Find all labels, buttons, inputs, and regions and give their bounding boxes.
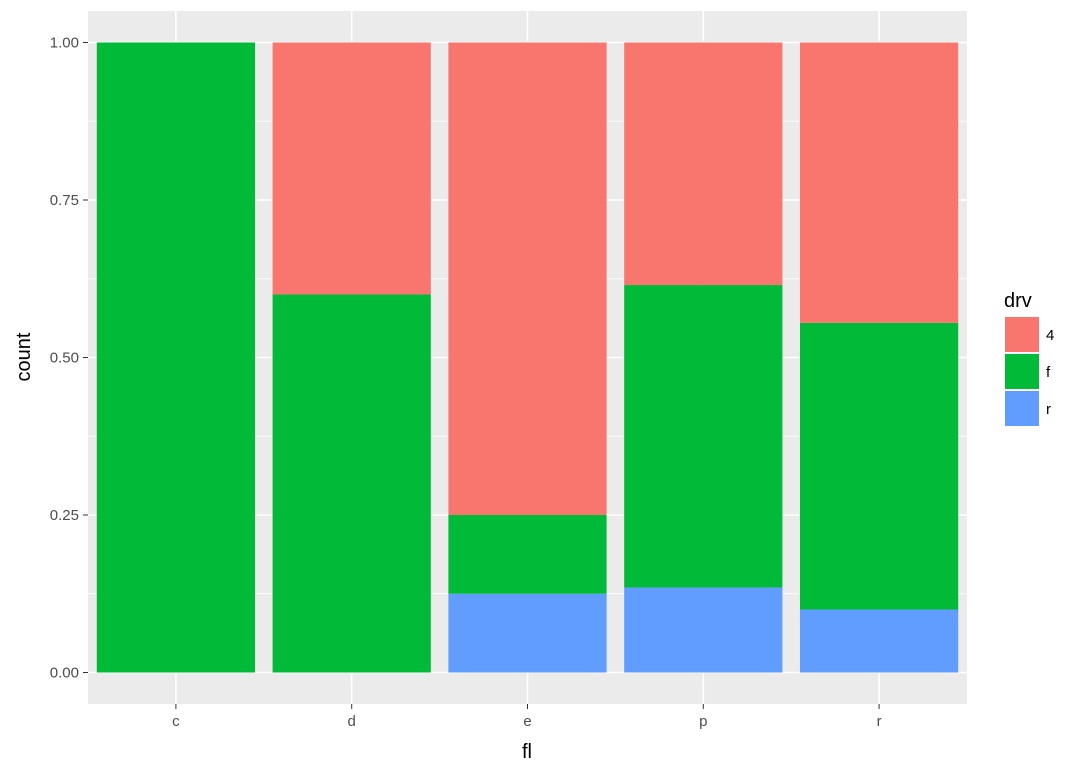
y-tick-label: 0.00 xyxy=(50,665,79,682)
y-tick-label: 0.25 xyxy=(50,507,79,524)
bar-c-f xyxy=(96,42,256,673)
bar-p-4 xyxy=(624,42,783,286)
legend-key-r xyxy=(1005,391,1039,426)
legend: drv 4 f r xyxy=(1004,290,1054,426)
bar-e-r xyxy=(448,593,607,673)
legend-title: drv xyxy=(1004,290,1032,312)
y-tick-label: 0.75 xyxy=(50,192,79,209)
x-tick-label: c xyxy=(172,713,180,730)
y-tick-label: 1.00 xyxy=(50,35,79,52)
x-axis-title: fl xyxy=(522,741,532,763)
bar-r-4 xyxy=(799,42,959,323)
y-axis: 0.00 0.25 0.50 0.75 1.00 xyxy=(50,35,88,682)
x-tick-label: r xyxy=(877,713,882,730)
bar-e-f xyxy=(448,515,607,594)
legend-key-f xyxy=(1005,354,1039,389)
y-axis-title: count xyxy=(13,332,35,381)
bar-r-r xyxy=(799,609,959,673)
bar-d-4 xyxy=(272,42,431,295)
x-tick-label: e xyxy=(523,713,531,730)
x-tick-label: d xyxy=(348,713,356,730)
bar-d-f xyxy=(272,294,431,673)
y-tick-label: 0.50 xyxy=(50,350,79,367)
bar-p-f xyxy=(624,285,783,588)
legend-key-4 xyxy=(1005,317,1039,352)
bars xyxy=(96,42,959,673)
legend-label-r: r xyxy=(1046,401,1051,418)
legend-label-4: 4 xyxy=(1046,327,1054,344)
bar-e-4 xyxy=(448,42,607,515)
bar-p-r xyxy=(624,587,783,673)
legend-label-f: f xyxy=(1046,364,1051,381)
bar-r-f xyxy=(799,322,959,610)
x-tick-label: p xyxy=(699,713,707,730)
